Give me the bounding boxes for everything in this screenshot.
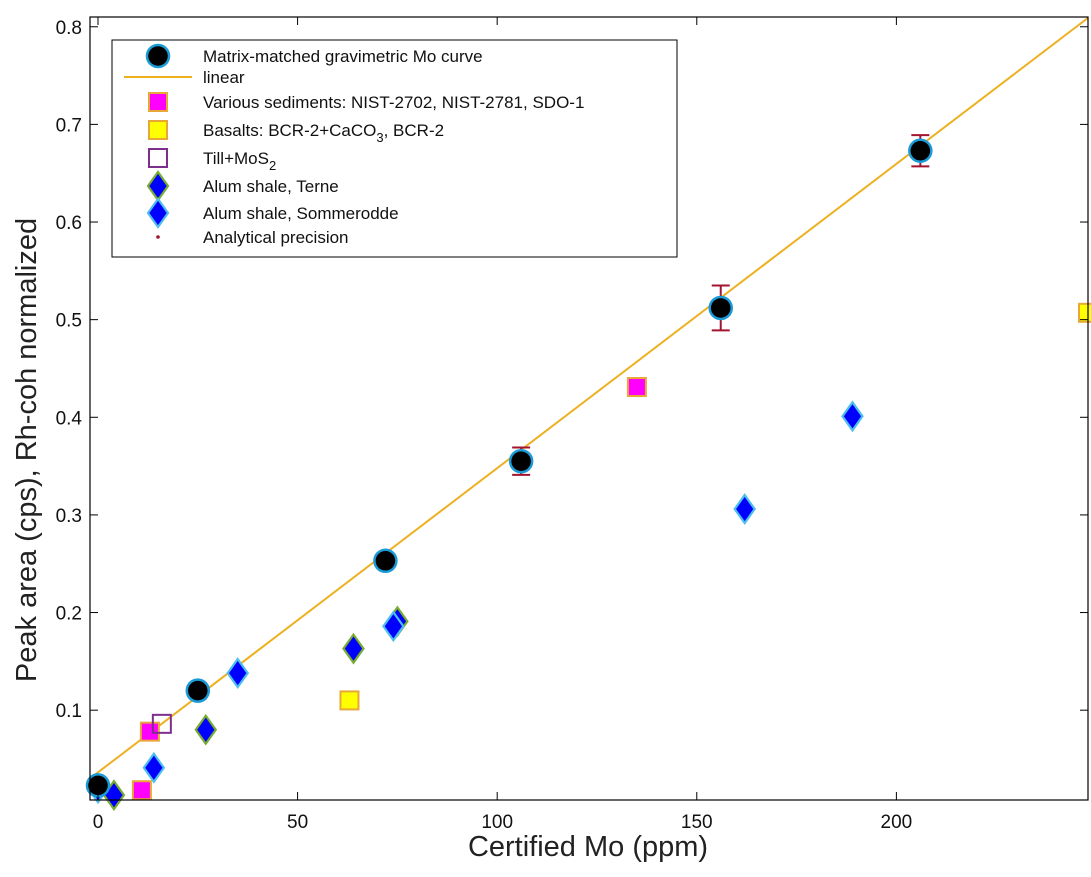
data-point <box>382 610 405 643</box>
data-point <box>708 295 733 321</box>
legend-markers <box>124 43 192 239</box>
legend-marker <box>146 197 170 229</box>
data-point <box>841 400 864 433</box>
legend-label-subscript: 3 <box>376 130 383 145</box>
legend-label-sommerodde: Alum shale, Sommerodde <box>203 204 399 223</box>
data-point <box>185 678 211 703</box>
data-point <box>626 377 647 398</box>
y-tick-label: 0.5 <box>56 311 82 332</box>
legend-label-gravimetric: Matrix-matched gravimetric Mo curve <box>203 47 483 66</box>
legend: Matrix-matched gravimetric Mo curve line… <box>111 39 678 258</box>
legend-marker <box>148 148 168 168</box>
data-point <box>508 448 534 474</box>
legend-label-text: linear <box>203 68 245 87</box>
data-point <box>194 713 218 746</box>
legend-label-till: Till+MoS2 <box>203 149 276 173</box>
points-layer <box>85 138 1091 812</box>
legend-marker-precision <box>156 235 160 239</box>
y-tick-label: 0.1 <box>56 701 82 722</box>
legend-label-subscript: 2 <box>269 158 276 173</box>
y-tick-label: 0.6 <box>56 213 82 234</box>
data-point <box>339 690 360 711</box>
legend-label-terne: Alum shale, Terne <box>203 177 339 196</box>
legend-label-text: Alum shale, Terne <box>203 177 339 196</box>
legend-label-precision: Analytical precision <box>203 228 349 247</box>
data-point <box>1078 302 1091 323</box>
y-axis-title: Peak area (cps), Rh-coh normalized <box>11 218 43 682</box>
data-point <box>373 548 398 574</box>
plot-frame <box>89 16 1089 801</box>
y-tick-label: 0.3 <box>56 506 82 527</box>
legend-label-sediments: Various sediments: NIST-2702, NIST-2781,… <box>203 93 584 112</box>
y-tick-label: 0.4 <box>56 408 83 429</box>
legend-marker <box>148 120 168 140</box>
x-tick-label: 50 <box>287 812 308 833</box>
legend-marker <box>148 92 168 112</box>
legend-label-text: Various sediments: NIST-2702, NIST-2781,… <box>203 93 584 112</box>
ticks-layer: 0 50 100 150 200 0.1 0.2 0.3 0.4 0.5 0.6 0.7 0.8 <box>56 17 1088 833</box>
legend-marker <box>145 43 171 69</box>
data-point <box>131 780 152 801</box>
data-point <box>733 493 757 525</box>
y-tick-label: 0.7 <box>56 115 82 136</box>
data-point <box>151 713 172 734</box>
legend-label-text: Analytical precision <box>203 228 349 247</box>
x-tick-label: 0 <box>93 812 104 833</box>
data-point <box>226 657 250 689</box>
legend-label-text: Basalts: BCR-2+CaCO <box>203 121 376 140</box>
x-tick-label: 100 <box>481 812 513 833</box>
data-point <box>139 721 160 742</box>
x-axis-title: Certified Mo (ppm) <box>468 831 708 863</box>
legend-label-basalts: Basalts: BCR-2+CaCO3, BCR-2 <box>203 121 444 145</box>
legend-box <box>111 39 678 258</box>
data-point <box>908 138 933 164</box>
x-tick-label: 150 <box>681 812 713 833</box>
x-tick-label: 200 <box>881 812 913 833</box>
legend-label-text: Alum shale, Sommerodde <box>203 204 399 223</box>
legend-label-suffix: , BCR-2 <box>384 121 444 140</box>
legend-label-linear: linear <box>203 68 245 87</box>
legend-labels: Matrix-matched gravimetric Mo curve line… <box>203 47 584 247</box>
legend-label-text: Till+MoS <box>203 149 269 168</box>
legend-label-text: Matrix-matched gravimetric Mo curve <box>203 47 483 66</box>
data-point <box>342 632 365 665</box>
data-point <box>142 751 166 784</box>
y-tick-label: 0.2 <box>56 604 82 625</box>
y-tick-label: 0.8 <box>56 18 82 39</box>
